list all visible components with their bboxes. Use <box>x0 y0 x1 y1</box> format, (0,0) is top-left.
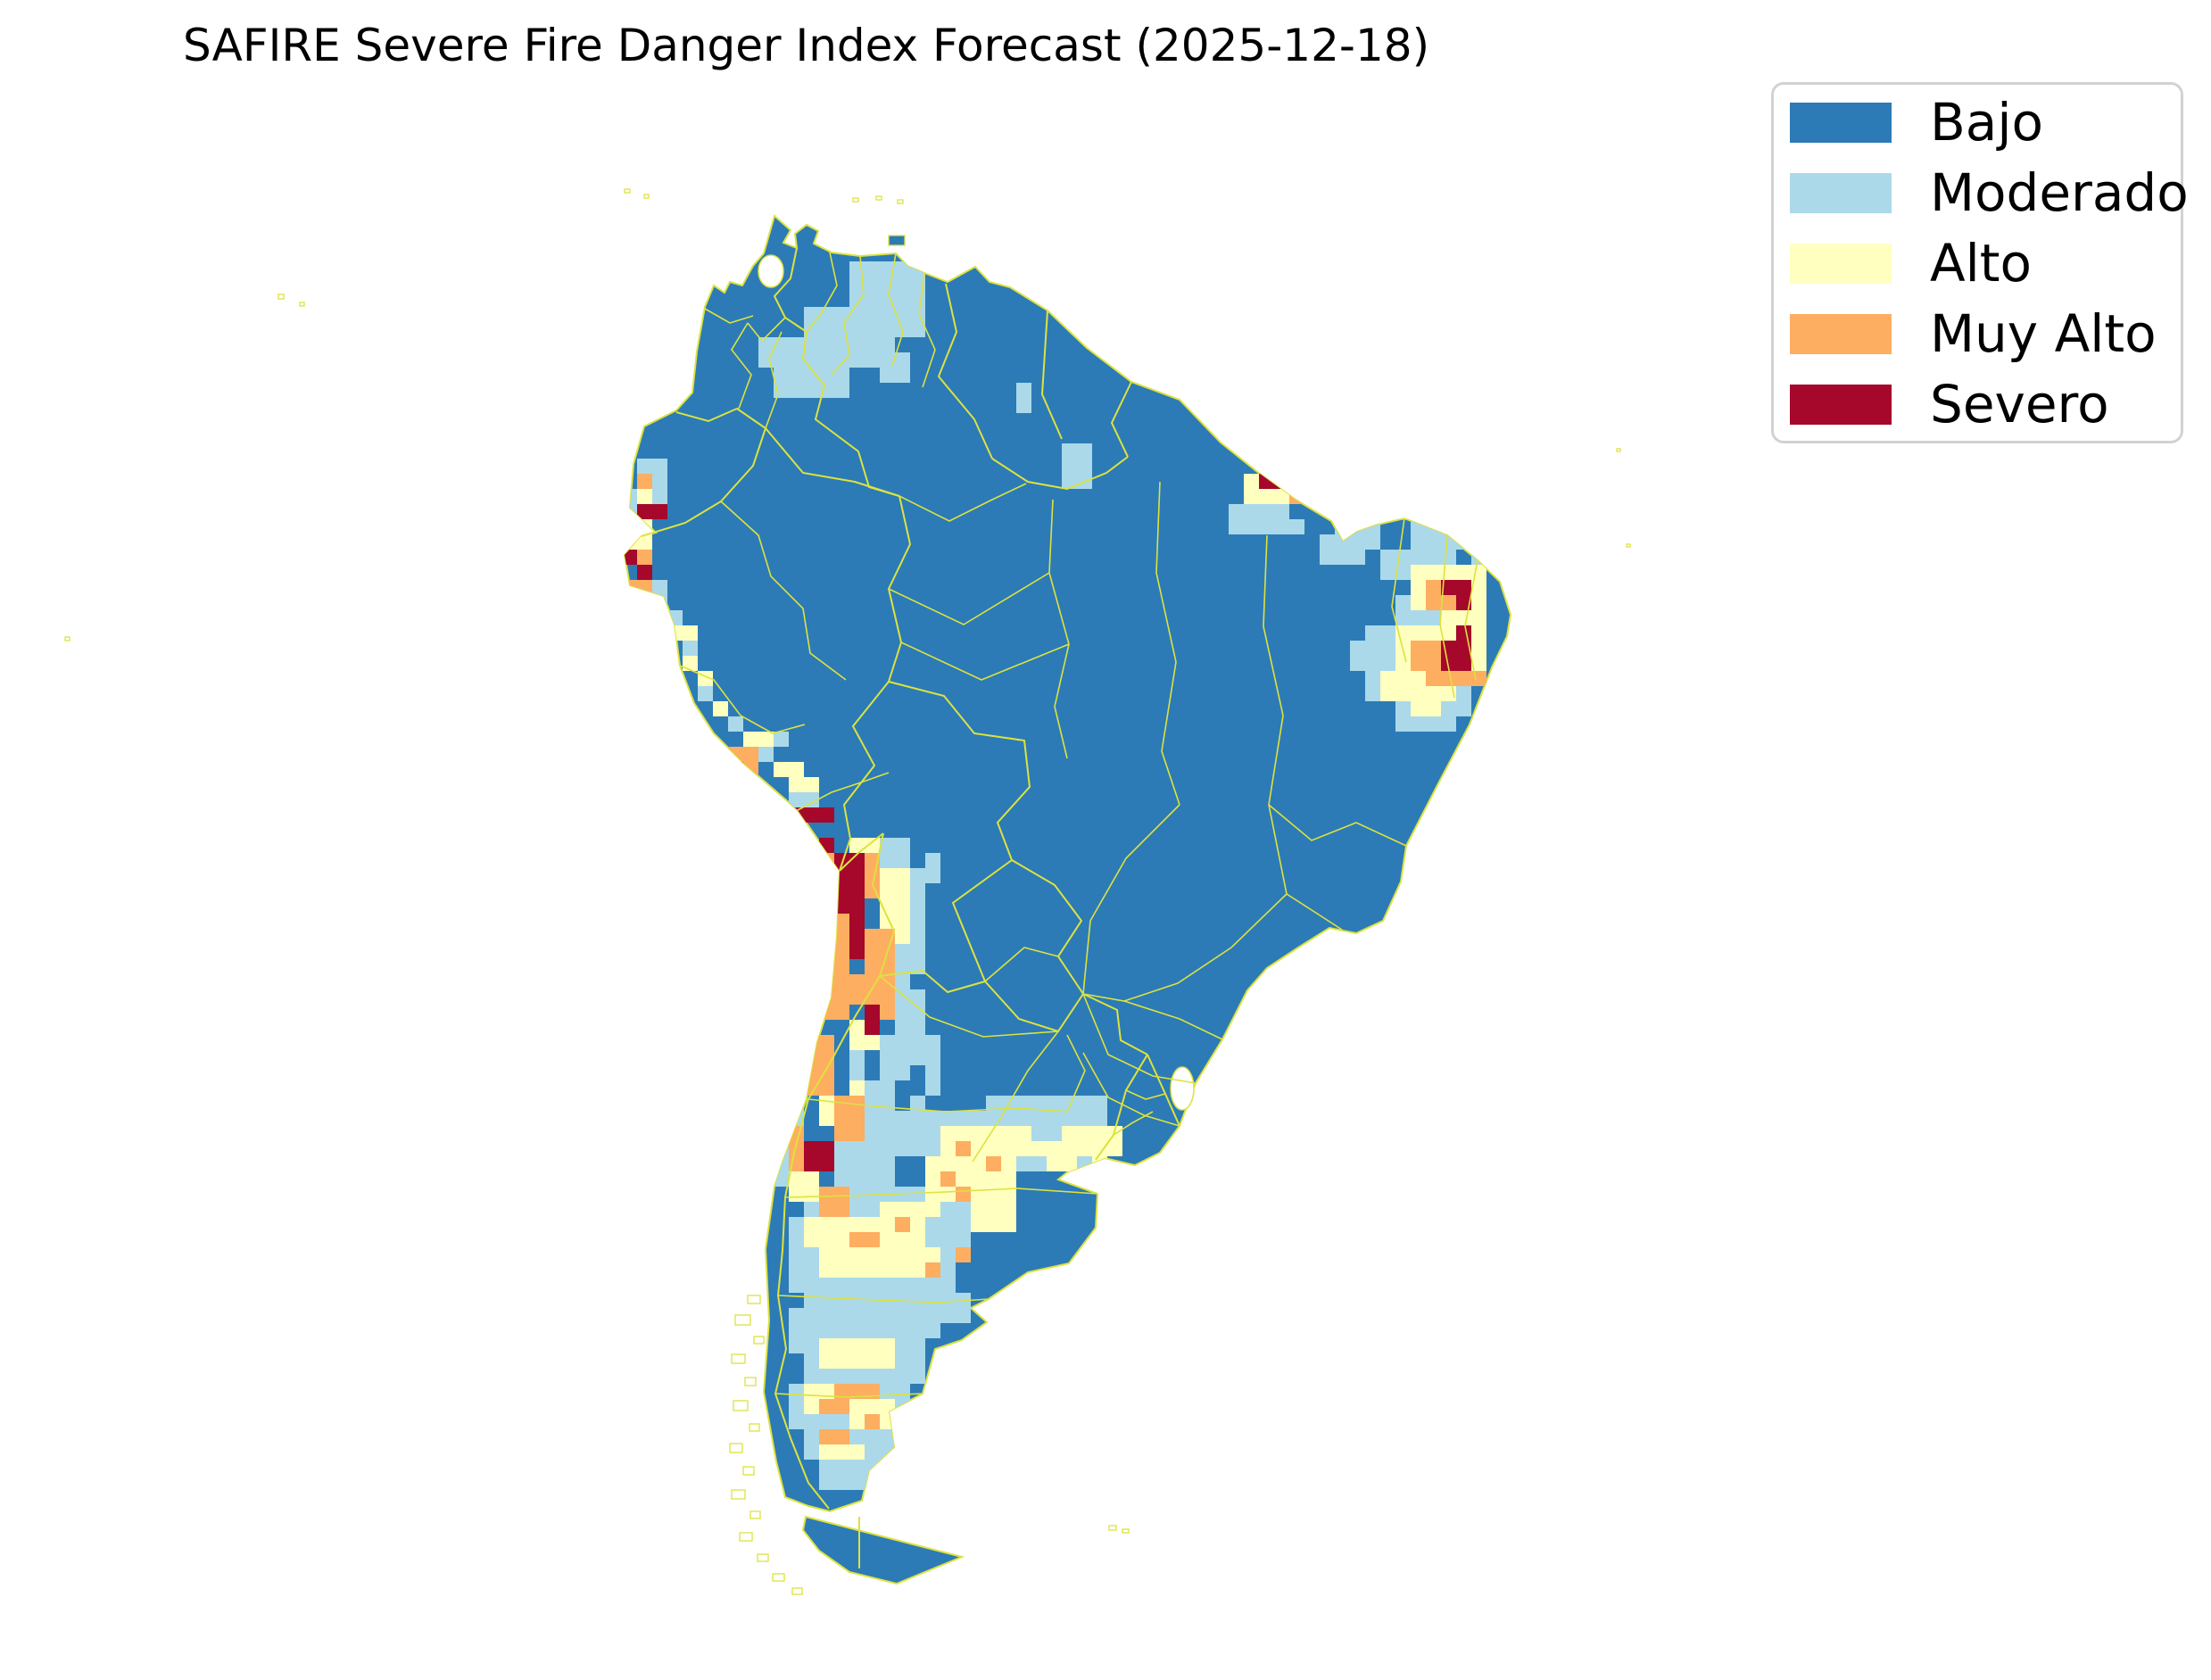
admin-borders <box>679 252 1478 1398</box>
legend-swatch-bajo <box>1790 103 1892 143</box>
legend-label-moderado: Moderado <box>1930 162 2189 223</box>
legend-label-alto: Alto <box>1930 233 2033 294</box>
legend-item-bajo: Bajo <box>1790 92 2181 153</box>
legend-swatch-muy-alto <box>1790 314 1892 354</box>
legend-item-moderado: Moderado <box>1790 167 2189 219</box>
lakes <box>758 254 1195 1111</box>
legend-swatch-severo <box>1790 385 1892 425</box>
legend-swatch-alto <box>1790 244 1892 284</box>
legend-item-muy-alto: Muy Alto <box>1790 303 2181 364</box>
legend-item-alto: Alto <box>1790 233 2181 294</box>
legend-label-bajo: Bajo <box>1930 92 2043 153</box>
figure-title: SAFIRE Severe Fire Danger Index Forecast… <box>183 20 1430 71</box>
landmass <box>623 214 1512 1585</box>
legend-swatch-moderado <box>1790 173 1892 213</box>
island-fragments <box>64 188 1631 1595</box>
legend: Bajo Moderado Alto Muy Alto Severo <box>1771 82 2189 443</box>
country-borders <box>641 247 1180 1568</box>
legend-label-severo: Severo <box>1930 374 2109 434</box>
legend-item-severo: Severo <box>1790 374 2181 434</box>
legend-label-muy-alto: Muy Alto <box>1930 303 2157 364</box>
